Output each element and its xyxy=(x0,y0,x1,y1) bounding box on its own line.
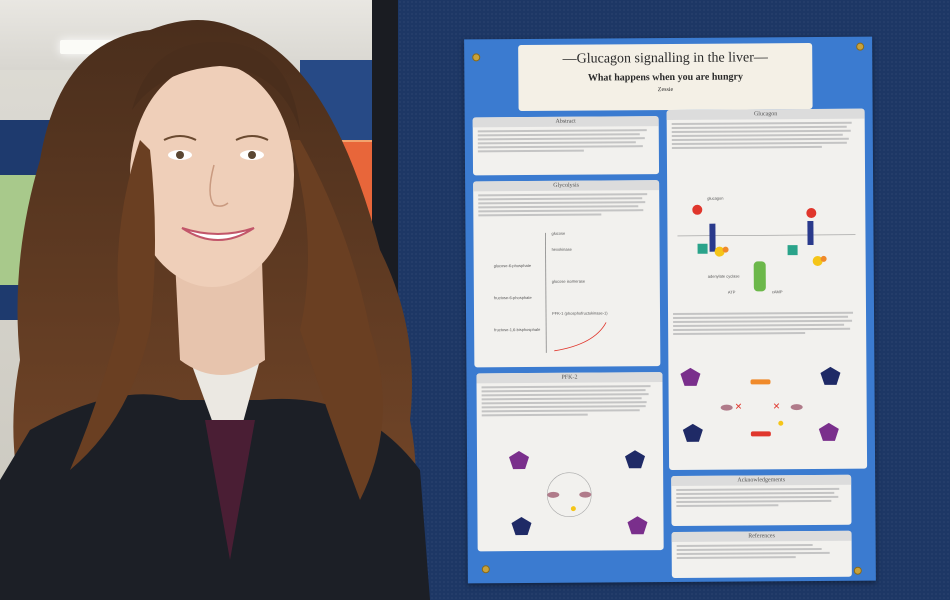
pin-icon xyxy=(856,42,865,51)
shirt-collar xyxy=(190,360,260,470)
receptor-shape xyxy=(709,223,716,252)
pentagon-shape xyxy=(511,517,532,536)
glucagon-signalling-diagram: glucagon adenylate cyclase ATP cAMP xyxy=(677,196,856,295)
hair-left-locks xyxy=(70,140,155,470)
section-abstract: Abstract xyxy=(472,116,660,176)
diagram-label: cAMP xyxy=(772,289,783,294)
pathway-label: glucose-6-phosphate xyxy=(494,263,532,268)
g-protein-shape xyxy=(697,243,708,254)
pathway-label: PFK-1 (phosphofructokinase-1) xyxy=(552,310,608,315)
diagram-label: glucagon xyxy=(707,196,723,201)
hair-right-locks xyxy=(290,140,383,500)
section-pfk2: PFK-2 xyxy=(476,372,664,552)
poster-subtitle: What happens when you are hungry xyxy=(587,71,743,84)
inhibit-icon: ✕ xyxy=(773,402,781,412)
person-portrait xyxy=(0,20,430,600)
adenylate-cyclase-shape xyxy=(753,261,766,292)
section-references: References xyxy=(671,530,852,578)
section-glycolysis: Glycolysis glucose hexokinase glucose-6-… xyxy=(473,180,661,368)
poster-author: Zessie xyxy=(657,86,674,94)
science-poster: —Glucagon signalling in the liver— What … xyxy=(464,36,876,584)
pin-icon xyxy=(853,566,862,575)
smile xyxy=(181,227,255,241)
pentagon-shape xyxy=(625,450,646,469)
pentagon-shape xyxy=(509,451,530,470)
blazer xyxy=(0,394,430,600)
pathway-label: glucose xyxy=(551,231,566,236)
glycolysis-pathway-diagram: glucose hexokinase glucose-6-phosphate g… xyxy=(494,231,608,353)
poster-title: —Glucagon signalling in the liver— xyxy=(562,50,768,67)
poster-title-box: —Glucagon signalling in the liver— What … xyxy=(518,43,813,112)
section-glucagon: Glucagon glucagon adenylate xyxy=(666,108,868,471)
jumper xyxy=(205,420,255,560)
pfk2-cycle-diagram xyxy=(509,450,648,536)
pathway-label: hexokinase xyxy=(552,247,573,252)
pfk2-regulation-diagram: ✕ ✕ xyxy=(680,366,841,442)
hair-fringe xyxy=(132,41,300,130)
diagram-label: adenylate cyclase xyxy=(708,274,741,279)
pathway-label: fructose-6-phosphate xyxy=(494,295,533,300)
diagram-label: ATP xyxy=(728,290,736,295)
pin-icon xyxy=(481,565,490,574)
pentagon-shape xyxy=(627,516,648,535)
inhibit-icon: ✕ xyxy=(735,402,743,412)
neck xyxy=(175,260,265,375)
pin-icon xyxy=(472,53,481,62)
section-acknowledgements: Acknowledgements xyxy=(671,474,852,526)
pathway-label: glucose isomerase xyxy=(552,279,586,284)
glucagon-molecule xyxy=(692,204,703,215)
pathway-label: fructose-1,6-bisphosphate xyxy=(494,327,541,332)
